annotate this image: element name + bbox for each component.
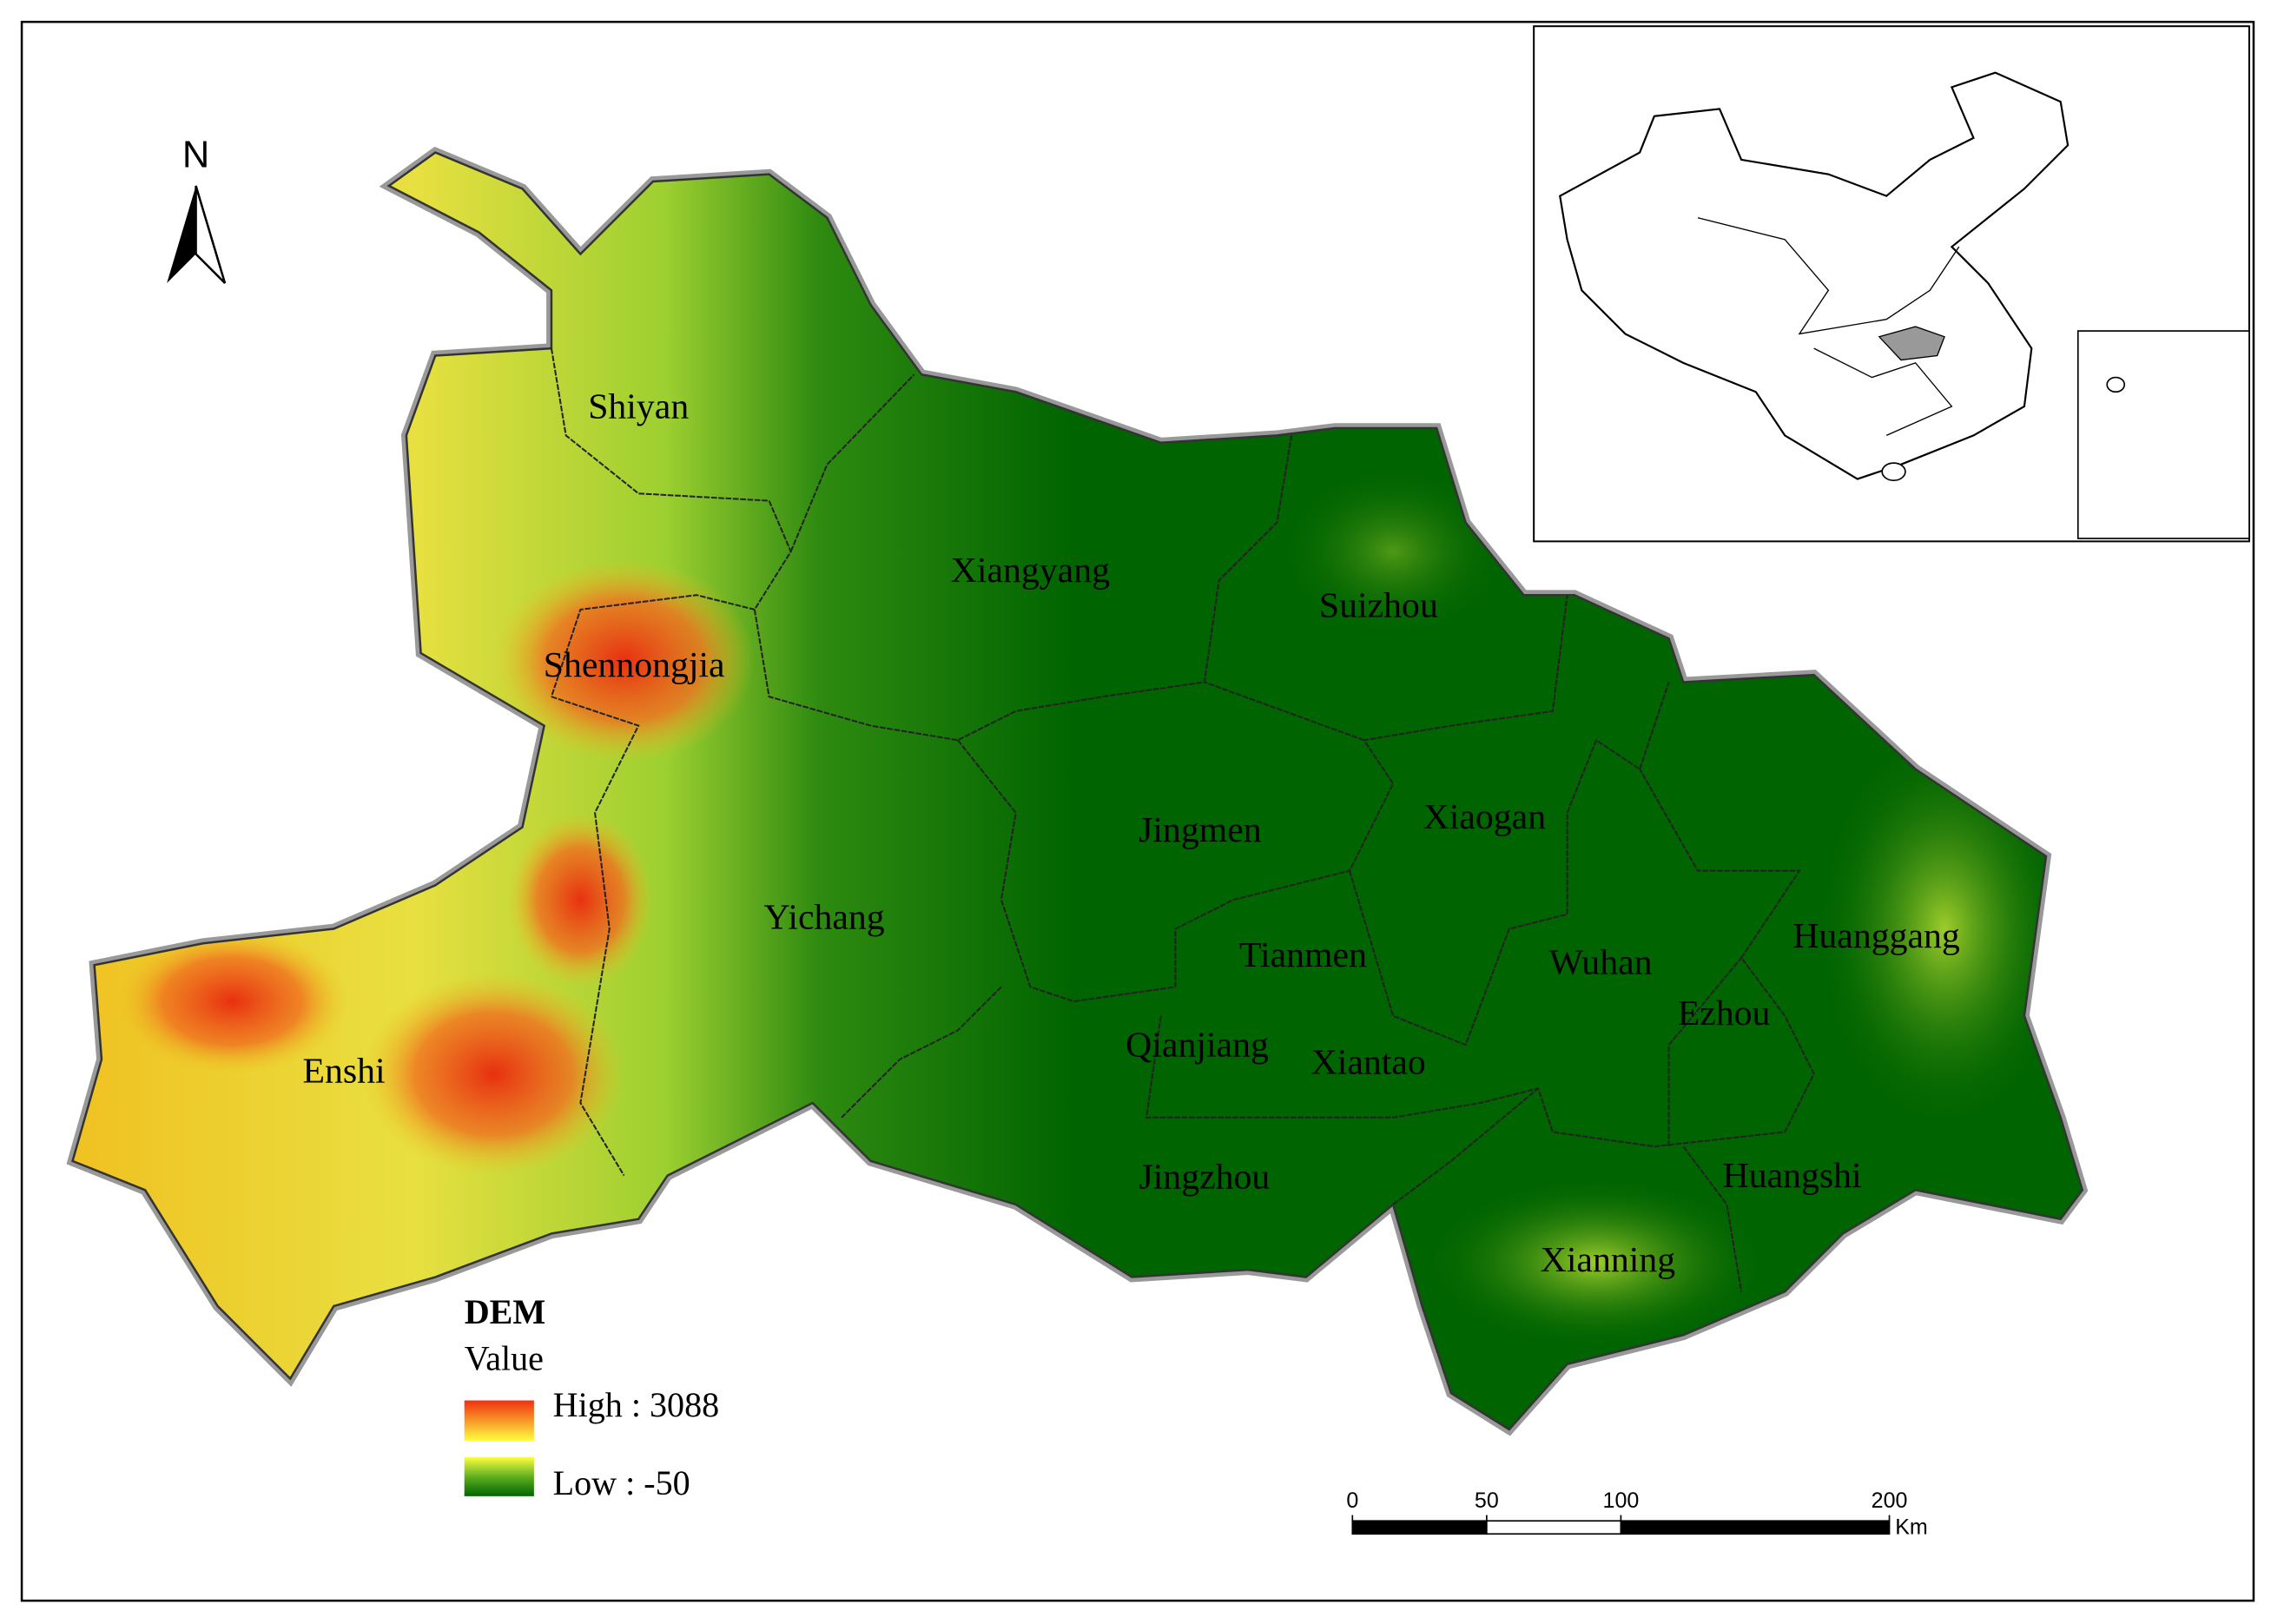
region-label: Jingzhou (1139, 1158, 1270, 1198)
north-arrow: N (167, 134, 227, 284)
scale-segment (1486, 1520, 1622, 1535)
inset-map (1533, 25, 2250, 543)
legend: DEM Value High : 3088 Low : -50 (464, 1292, 720, 1502)
region-label: Jingmen (1139, 810, 1262, 850)
region-label: Xiantao (1311, 1043, 1426, 1083)
inset-south-sea (2076, 330, 2250, 539)
inset-island (2106, 376, 2126, 393)
north-arrow-right (195, 185, 227, 284)
legend-swatch-low (464, 1456, 534, 1496)
legend-swatch-high (464, 1400, 534, 1442)
scale-segment (1351, 1520, 1488, 1535)
scale-segment (1620, 1520, 1891, 1535)
region-label: Huangshi (1723, 1156, 1862, 1196)
region-label: Xiaogan (1423, 797, 1547, 837)
north-label: N (182, 134, 209, 175)
legend-high: High : 3088 (553, 1385, 720, 1424)
legend-subtitle: Value (465, 1338, 544, 1377)
region-label: Suizhou (1319, 585, 1438, 625)
region-label: Huanggang (1792, 916, 1960, 956)
region-label: Wuhan (1549, 942, 1653, 982)
inset-hubei (1878, 326, 1945, 361)
inset-borders (1697, 217, 1960, 335)
region-labels: Shiyan Xiangyang Suizhou Shennongjia Jingmen… (302, 386, 1959, 1280)
prefecture-borders (550, 347, 1815, 1292)
legend-low: Low : -50 (553, 1463, 690, 1502)
region-label: Enshi (302, 1052, 385, 1092)
region-label: Shennongjia (544, 645, 725, 685)
inset-borders (1813, 347, 1953, 437)
region-label: Tianmen (1239, 935, 1367, 975)
region-label: Qianjiang (1126, 1026, 1269, 1066)
scale-tick-label: 100 (1603, 1489, 1640, 1513)
north-arrow-left (167, 185, 196, 283)
region-label: Xiangyang (951, 551, 1110, 591)
region-label: Xianning (1541, 1240, 1676, 1280)
china-outline (1559, 71, 2070, 480)
inset-hainan (1881, 462, 1906, 482)
scale-tick-label: 50 (1475, 1489, 1499, 1513)
region-label: Shiyan (588, 386, 689, 426)
region-label: Ezhou (1678, 994, 1771, 1033)
legend-title: DEM (465, 1292, 546, 1331)
scale-unit: Km (1895, 1515, 1928, 1539)
scale-tick-label: 0 (1346, 1489, 1358, 1513)
region-label: Yichang (763, 898, 884, 938)
scale-tick-label: 200 (1872, 1489, 1908, 1513)
